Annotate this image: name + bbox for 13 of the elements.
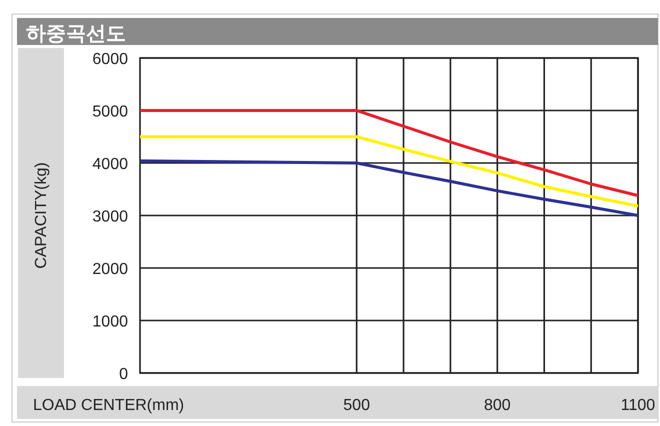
ytick: 0 — [119, 366, 128, 383]
ytick: 1000 — [92, 314, 128, 330]
ytick: 3000 — [92, 208, 128, 226]
xtick: 800 — [484, 397, 511, 414]
ytick: 6000 — [92, 51, 128, 68]
ytick: 2000 — [92, 261, 128, 278]
xtick: 500 — [343, 397, 370, 414]
ytick: 5000 — [92, 104, 128, 120]
xtick: 1100 — [620, 397, 656, 414]
xlabel: LOAD CENTER(mm) — [33, 397, 184, 414]
title: 하중곡선도 — [26, 23, 126, 45]
ytick: 4000 — [92, 156, 128, 173]
ylabel: CAPACITY(kg) — [33, 162, 50, 269]
